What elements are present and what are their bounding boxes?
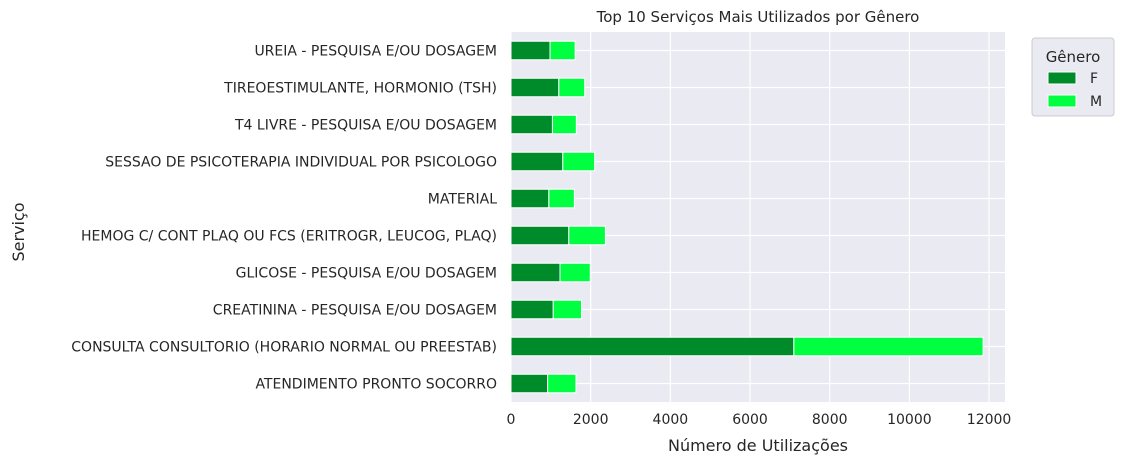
y-tick-label: GLICOSE - PESQUISA E/OU DOSAGEM	[236, 266, 497, 282]
bar-F	[510, 77, 560, 98]
legend-swatch-F	[1047, 71, 1077, 85]
bar-F	[510, 40, 551, 61]
bar-M	[547, 373, 577, 394]
y-tick-label: T4 LIVRE - PESQUISA E/OU DOSAGEM	[234, 118, 497, 134]
bar-F	[510, 299, 554, 320]
bar-F	[510, 373, 549, 394]
y-tick-labels: ATENDIMENTO PRONTO SOCORRO CONSULTA CONSU…	[71, 44, 497, 393]
x-tick-label: 6000	[732, 412, 768, 428]
y-tick-label: HEMOG C/ CONT PLAQ OU FCS (ERITROGR, LEU…	[81, 229, 497, 245]
y-axis-label: Serviço	[9, 202, 28, 261]
bar-M	[558, 77, 586, 98]
y-tick-label: MATERIAL	[428, 192, 497, 208]
x-tick-label: 10000	[887, 412, 932, 428]
bar-F	[510, 114, 553, 135]
y-tick-label: CONSULTA CONSULTORIO (HORARIO NORMAL OU …	[71, 340, 497, 356]
y-tick-label: ATENDIMENTO PRONTO SOCORRO	[255, 377, 497, 393]
chart-title: Top 10 Serviços Mais Utilizados por Gêne…	[596, 8, 920, 26]
bar-F	[510, 262, 561, 283]
bar-F	[510, 188, 550, 209]
legend-label-M: M	[1090, 94, 1102, 110]
legend-title: Gênero	[1046, 48, 1101, 66]
bar-F	[510, 151, 564, 172]
bar-M	[559, 262, 591, 283]
x-tick-label: 8000	[812, 412, 848, 428]
x-tick-label: 2000	[573, 412, 609, 428]
legend-label-F: F	[1090, 71, 1098, 87]
bar-M	[552, 299, 583, 320]
y-tick-label: SESSAO DE PSICOTERAPIA INDIVIDUAL POR PS…	[105, 155, 497, 171]
bar-M	[568, 225, 606, 246]
y-tick-label: TIREOESTIMULANTE, HORMONIO (TSH)	[223, 81, 497, 97]
x-tick-label: 0	[507, 412, 516, 428]
legend-swatch-M	[1047, 94, 1077, 108]
x-axis-label: Número de Utilizações	[668, 436, 848, 455]
bar-F	[510, 225, 570, 246]
legend: Gênero FM	[1031, 37, 1115, 117]
bar-M	[551, 114, 577, 135]
y-tick-label: CREATININA - PESQUISA E/OU DOSAGEM	[213, 303, 497, 319]
bar-M	[548, 188, 575, 209]
bar-F	[510, 336, 795, 357]
bar-M	[562, 151, 596, 172]
y-tick-label: UREIA - PESQUISA E/OU DOSAGEM	[254, 44, 497, 60]
bar-M	[793, 336, 984, 357]
x-tick-label: 12000	[967, 412, 1012, 428]
x-tick-labels: 0 2000 4000 6000 8000 10000 12000	[507, 412, 1012, 428]
x-tick-label: 4000	[653, 412, 689, 428]
bars	[510, 40, 984, 394]
bar-M	[549, 40, 576, 61]
